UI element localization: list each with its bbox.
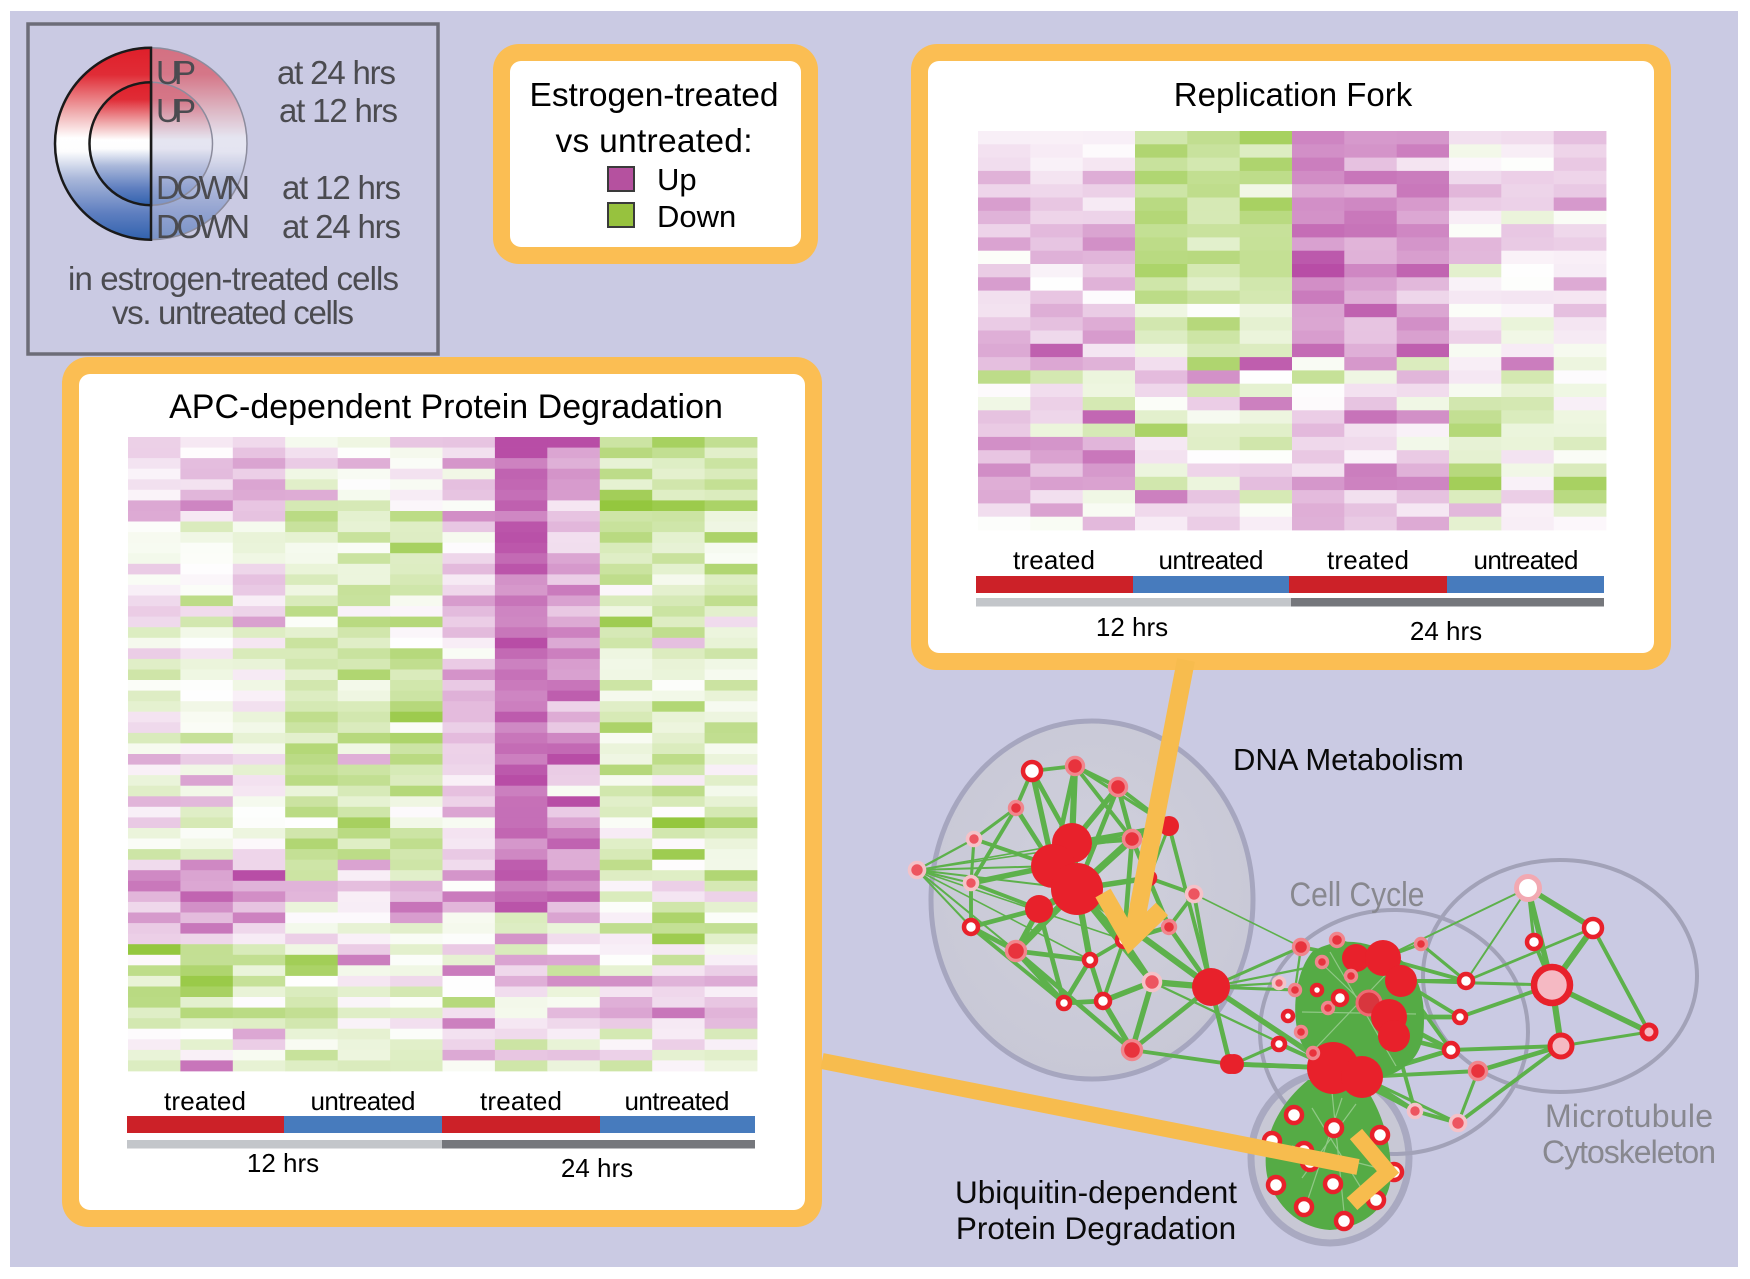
svg-text:Ubiquitin-dependent: Ubiquitin-dependent (955, 1174, 1237, 1210)
svg-text:at 24 hrs: at 24 hrs (282, 208, 401, 245)
svg-text:Up: Up (657, 162, 697, 197)
svg-text:Protein Degradation: Protein Degradation (956, 1210, 1236, 1246)
svg-text:Down: Down (657, 199, 736, 234)
svg-text:at 12 hrs: at 12 hrs (282, 169, 401, 206)
svg-text:untreated: untreated (311, 1086, 416, 1116)
svg-text:untreated: untreated (1159, 545, 1264, 575)
svg-text:Replication Fork: Replication Fork (1174, 76, 1413, 113)
svg-text:treated: treated (480, 1086, 562, 1116)
svg-text:12 hrs: 12 hrs (1096, 612, 1168, 642)
svg-text:treated: treated (1013, 545, 1095, 575)
svg-text:Microtubule: Microtubule (1545, 1098, 1713, 1134)
svg-text:Estrogen-treated: Estrogen-treated (530, 77, 779, 114)
svg-text:untreated: untreated (625, 1086, 730, 1116)
svg-text:APC-dependent Protein Degradat: APC-dependent Protein Degradation (169, 388, 723, 426)
svg-text:Cytoskeleton: Cytoskeleton (1542, 1134, 1716, 1170)
svg-text:vs untreated:: vs untreated: (556, 123, 753, 160)
svg-text:24 hrs: 24 hrs (561, 1153, 633, 1183)
svg-text:at 12 hrs: at 12 hrs (279, 92, 398, 129)
svg-text:DOWN: DOWN (156, 169, 250, 206)
svg-text:24 hrs: 24 hrs (1410, 616, 1482, 646)
svg-text:untreated: untreated (1474, 545, 1579, 575)
svg-text:at 24 hrs: at 24 hrs (277, 54, 396, 91)
svg-text:in estrogen-treated cells: in estrogen-treated cells (68, 260, 399, 297)
svg-text:12 hrs: 12 hrs (247, 1148, 319, 1178)
svg-text:treated: treated (1327, 545, 1409, 575)
svg-text:DOWN: DOWN (156, 208, 250, 245)
svg-text:UP: UP (156, 92, 196, 129)
svg-text:UP: UP (156, 54, 196, 91)
svg-text:vs. untreated cells: vs. untreated cells (112, 294, 354, 331)
svg-text:treated: treated (164, 1086, 246, 1116)
svg-text:DNA Metabolism: DNA Metabolism (1233, 742, 1464, 777)
svg-text:Cell Cycle: Cell Cycle (1290, 876, 1425, 914)
